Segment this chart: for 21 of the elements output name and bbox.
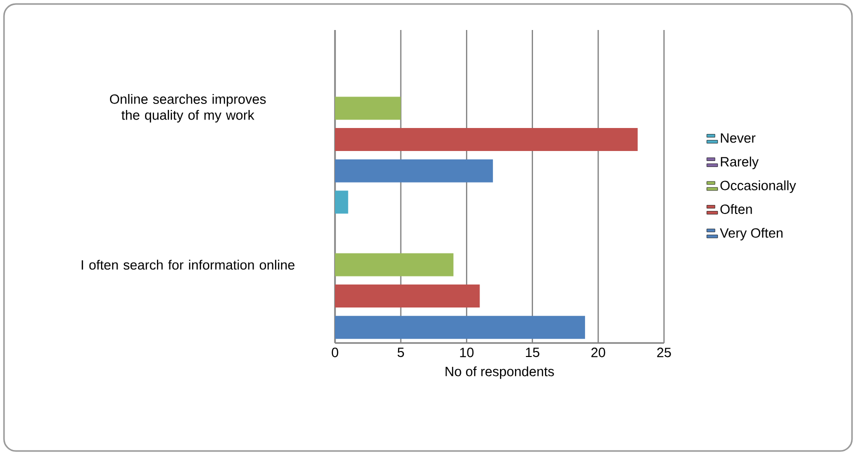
- x-tick-label: 10: [460, 348, 474, 358]
- x-tick-label: 0: [332, 348, 338, 358]
- x-tick-label: 20: [591, 348, 606, 358]
- x-axis-title: No of respondents: [446, 366, 554, 379]
- legend-label: Often: [720, 204, 752, 214]
- legend-label: Rarely: [720, 156, 759, 170]
- bar: [335, 128, 638, 152]
- bar: [335, 159, 493, 182]
- x-tick-label: 25: [657, 348, 671, 358]
- x-tick-label: 5: [398, 348, 404, 358]
- legend-label: Very Often: [720, 228, 782, 240]
- x-tick-label: 15: [526, 348, 540, 358]
- y-tick-label: I often search for information online: [82, 260, 294, 270]
- legend-label: Never: [720, 133, 756, 143]
- y-tick-label: Online searches improves the quality of my work: [110, 94, 266, 122]
- bar: [335, 284, 480, 308]
- bar: [335, 190, 348, 214]
- bar: [335, 96, 401, 120]
- legend-label: Occasionally: [720, 180, 796, 193]
- bar: [335, 253, 454, 276]
- bar: [335, 316, 586, 339]
